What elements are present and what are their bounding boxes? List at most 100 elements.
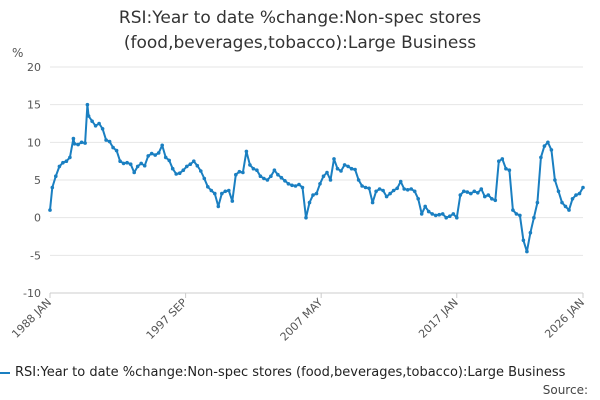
x-tick-label: 2007 MAY <box>278 296 326 344</box>
data-point <box>353 167 357 172</box>
data-point <box>367 186 371 191</box>
data-point <box>581 185 585 190</box>
data-point <box>574 193 578 197</box>
x-axis: 1988 JAN 1997 SEP 2007 MAY 2017 JAN 2026 JAN <box>9 292 587 344</box>
data-point <box>426 209 431 214</box>
y-axis: % -10 -5 0 5 10 15 20 <box>12 46 41 300</box>
data-point <box>153 153 157 157</box>
data-point <box>244 149 249 154</box>
data-point <box>504 166 508 171</box>
data-point <box>479 187 484 191</box>
data-point <box>514 212 519 216</box>
data-point <box>444 215 449 220</box>
data-point <box>118 159 122 163</box>
data-point <box>90 119 94 123</box>
data-point <box>497 159 501 163</box>
data-point <box>227 188 231 193</box>
data-point <box>174 172 178 176</box>
data-point <box>255 168 259 172</box>
chart-title-line-1: RSI:Year to date %change:Non-spec stores <box>118 8 482 28</box>
data-point <box>335 166 340 171</box>
data-point <box>535 200 540 205</box>
data-point <box>451 212 456 216</box>
data-point <box>507 168 512 172</box>
data-point <box>272 168 277 172</box>
data-point <box>532 215 536 220</box>
data-point <box>248 163 252 167</box>
data-point <box>304 215 308 220</box>
data-point <box>71 136 76 141</box>
data-point <box>125 160 129 165</box>
grid-lines <box>50 66 583 294</box>
data-point <box>360 184 364 188</box>
data-point <box>72 142 77 146</box>
data-point <box>518 213 522 218</box>
data-point <box>76 142 80 147</box>
data-point <box>167 158 171 163</box>
data-point <box>356 178 361 182</box>
data-point <box>237 169 242 174</box>
data-point <box>332 157 336 161</box>
y-tick-label: 10 <box>27 136 41 149</box>
data-point <box>409 187 414 191</box>
data-point <box>68 155 72 160</box>
data-point <box>349 166 354 171</box>
data-point <box>311 193 315 197</box>
data-point <box>192 159 196 163</box>
data-point <box>241 170 245 175</box>
data-point <box>342 163 347 167</box>
data-point <box>440 212 445 216</box>
data-point <box>251 166 256 171</box>
data-point <box>85 102 90 107</box>
data-point <box>384 194 389 199</box>
data-point <box>181 168 186 172</box>
data-point <box>269 174 273 178</box>
y-tick-label: 20 <box>27 61 41 74</box>
data-point <box>448 214 452 218</box>
data-point <box>213 191 217 196</box>
data-point <box>525 249 529 254</box>
data-point <box>195 163 200 168</box>
data-point <box>230 199 235 203</box>
data-point <box>177 171 182 175</box>
data-point <box>132 170 136 175</box>
y-tick-label: 5 <box>34 174 41 187</box>
data-point <box>163 155 168 160</box>
data-point <box>455 215 459 220</box>
data-point <box>206 185 210 189</box>
data-point <box>542 144 547 148</box>
data-point <box>577 191 582 196</box>
y-tick-label: -10 <box>23 287 41 300</box>
legend: RSI:Year to date %change:Non-spec stores… <box>0 365 600 383</box>
data-point <box>54 174 58 178</box>
y-tick-label: -5 <box>30 249 41 262</box>
data-point <box>374 189 378 194</box>
data-point <box>202 176 207 181</box>
data-point <box>388 191 392 196</box>
data-point <box>188 162 193 166</box>
y-axis-unit-label: % <box>12 46 23 60</box>
data-point <box>346 164 350 169</box>
data-point <box>381 188 385 193</box>
data-point <box>223 189 228 194</box>
data-point <box>104 138 108 142</box>
data-point <box>199 169 203 173</box>
data-point <box>567 208 571 212</box>
data-point <box>328 178 333 182</box>
data-point <box>293 184 298 188</box>
data-point <box>398 179 403 184</box>
data-point <box>546 140 550 145</box>
data-point <box>216 204 221 209</box>
data-point <box>486 193 491 197</box>
data-point <box>290 183 294 188</box>
data-point <box>107 139 112 144</box>
data-point <box>339 169 343 173</box>
data-point <box>465 190 470 194</box>
data-point <box>490 197 494 201</box>
data-point <box>79 140 84 145</box>
x-tick-label: 2017 JAN <box>416 296 461 341</box>
data-point <box>377 187 382 191</box>
data-point <box>114 148 119 153</box>
data-point <box>149 151 154 156</box>
